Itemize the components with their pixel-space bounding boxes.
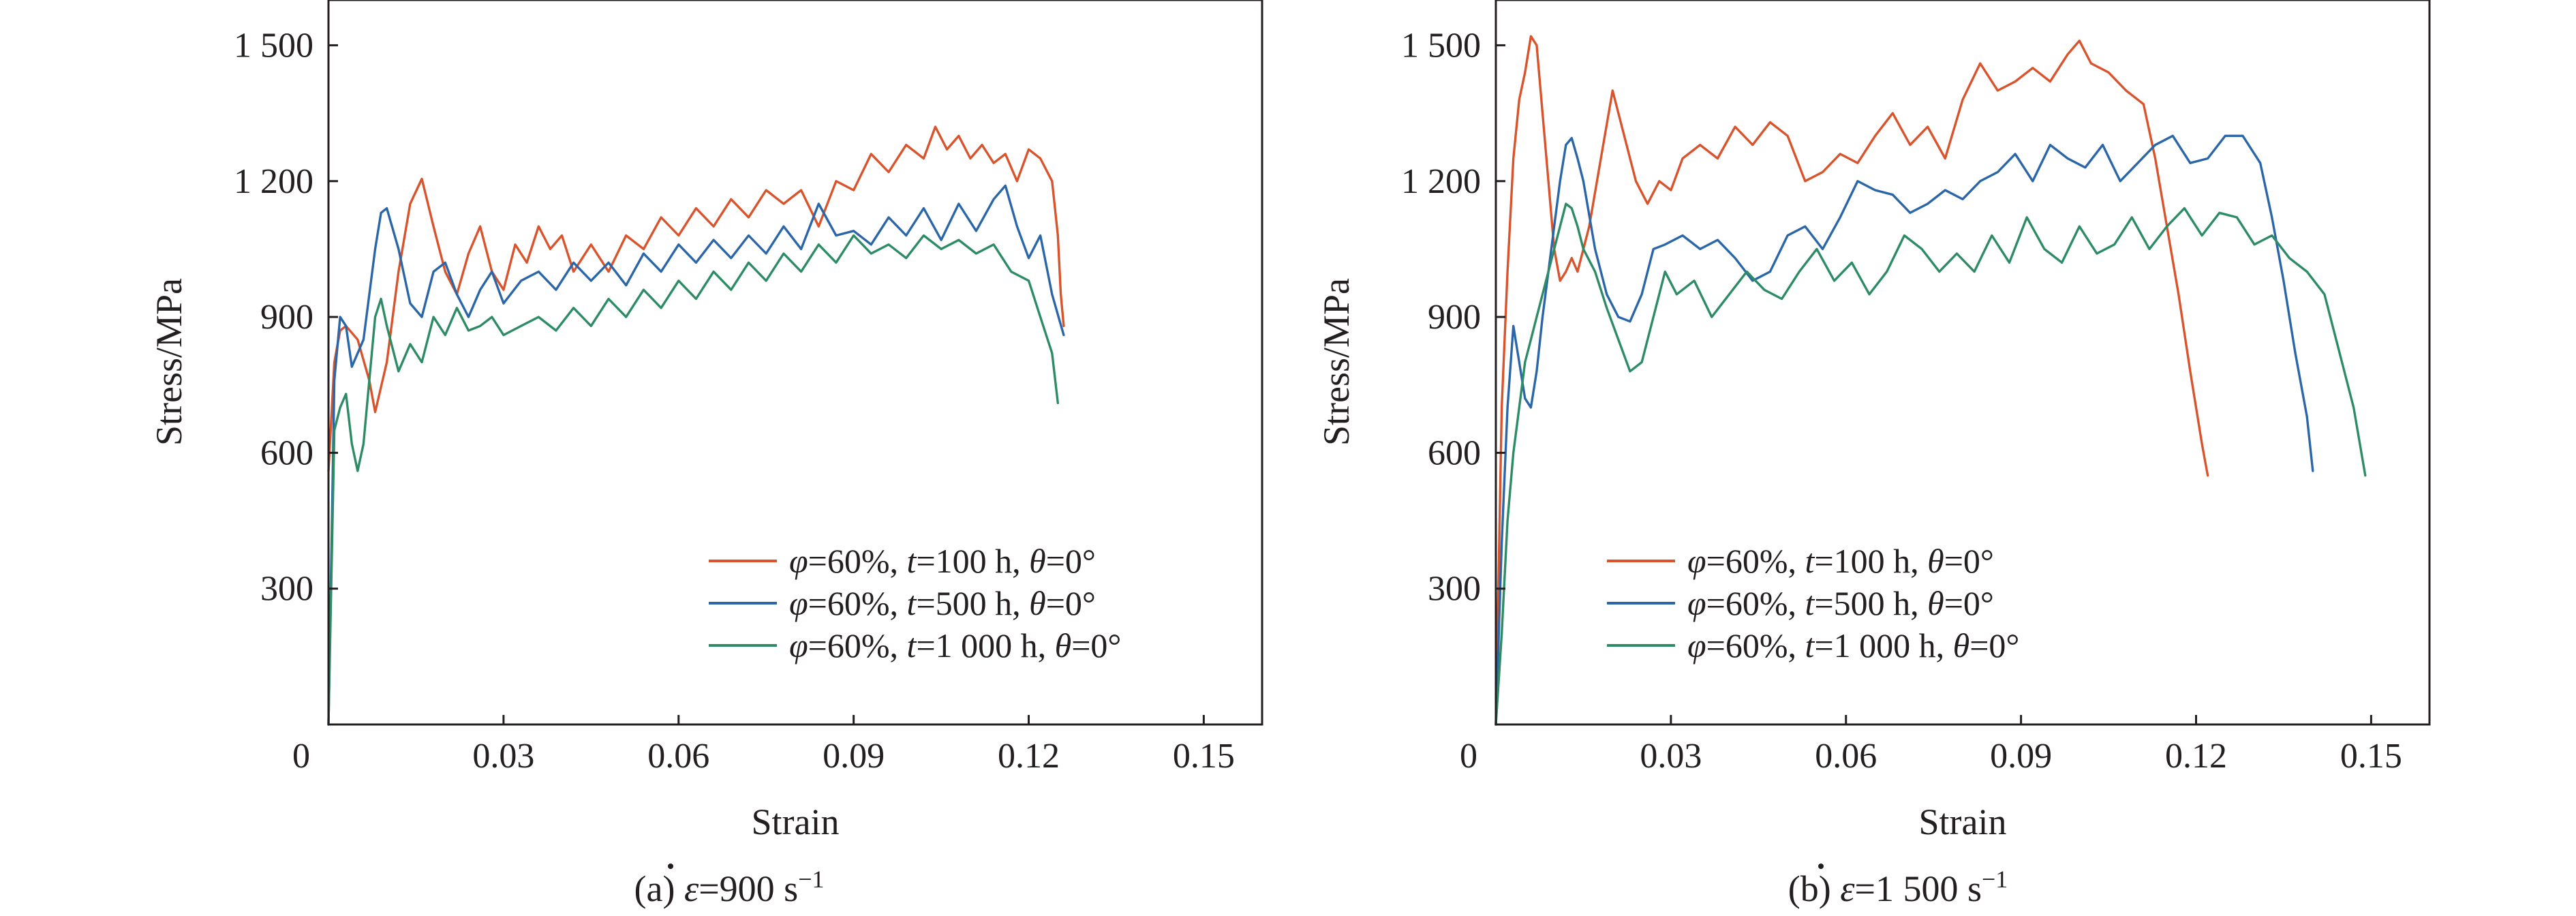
caption-a: (a) ε=900 s−1 (634, 866, 825, 909)
legend-label-part-b-1-3: =100 h, (1814, 542, 1927, 580)
legend-label-part-a-2-1: =60%, (808, 584, 907, 622)
legend-label-part-b-3-4: θ (1953, 626, 1970, 665)
series-layer-a (327, 125, 1065, 726)
series-line-b-1 (1494, 35, 2209, 726)
x-tick-label-b-0: 0 (1460, 737, 1477, 776)
series-line-b-3 (1494, 202, 2367, 726)
x-tick-label-b-1: 0.03 (1640, 737, 1702, 776)
x-tick-label-b-2: 0.06 (1815, 737, 1877, 776)
y-tick-label-a-2: 900 (260, 298, 313, 337)
legend-label-part-b-1-1: =60%, (1706, 542, 1805, 580)
x-tick-label-a-3: 0.09 (823, 737, 885, 776)
legend-label-part-b-2-1: =60%, (1706, 584, 1805, 622)
series-line-a-1 (327, 125, 1065, 472)
caption-a-symbol: ε (684, 868, 699, 909)
legend-label-part-b-2-0: φ (1687, 584, 1706, 622)
legend-label-part-a-1-3: =100 h, (916, 542, 1029, 580)
legend-label-part-b-2-3: =500 h, (1814, 584, 1927, 622)
legend-label-b-2: φ=60%, t=500 h, θ=0° (1687, 584, 1994, 622)
caption-b-sup: −1 (1982, 866, 2008, 893)
legend-label-part-b-3-5: =0° (1969, 626, 2019, 665)
legend-label-part-a-2-2: t (907, 584, 917, 622)
y-axis-title-b: Stress/MPa (1316, 278, 1357, 446)
ticks-a: 0 0.03 0.06 0.09 0.12 0.15 300 600 900 1 200 1 500 (234, 26, 1235, 776)
legend-label-part-a-2-3: =500 h, (916, 584, 1029, 622)
y-axis-title-a: Stress/MPa (149, 278, 189, 446)
x-axis-title-a: Strain (752, 802, 840, 842)
legend-label-a-3: φ=60%, t=1 000 h, θ=0° (789, 626, 1121, 665)
legend-label-part-a-2-4: θ (1029, 584, 1046, 622)
caption-a-dot (668, 864, 673, 869)
y-tick-label-a-1: 600 (260, 433, 313, 472)
legend-label-part-a-3-1: =60%, (808, 626, 907, 665)
series-line-b-2 (1494, 134, 2314, 726)
legend-label-b-1: φ=60%, t=100 h, θ=0° (1687, 542, 1994, 580)
x-tick-label-a-1: 0.03 (472, 737, 534, 776)
legend-b: φ=60%, t=100 h, θ=0°φ=60%, t=500 h, θ=0°… (1607, 542, 2019, 665)
legend-label-part-b-3-1: =60%, (1706, 626, 1805, 665)
caption-b-value: =1 500 s (1854, 868, 1981, 909)
y-tick-label-a-4: 1 500 (234, 26, 313, 65)
caption-a-sup: −1 (798, 866, 824, 893)
legend-label-part-a-3-0: φ (789, 626, 808, 665)
plot-frame-a (327, 0, 1263, 726)
x-tick-label-a-2: 0.06 (647, 737, 709, 776)
x-tick-label-b-4: 0.12 (2165, 737, 2227, 776)
legend-label-part-a-1-1: =60%, (808, 542, 907, 580)
legend-label-b-3: φ=60%, t=1 000 h, θ=0° (1687, 626, 2019, 665)
y-tick-label-a-3: 1 200 (234, 162, 313, 201)
caption-b-prefix: (b) (1788, 868, 1840, 909)
caption-a-value: =900 s (699, 868, 798, 909)
y-tick-label-b-1: 600 (1428, 433, 1481, 472)
legend-label-part-a-1-2: t (907, 542, 917, 580)
legend-label-part-a-3-5: =0° (1071, 626, 1121, 665)
panel-a: 0 0.03 0.06 0.09 0.12 0.15 300 600 900 1 200 1 500… (149, 0, 1263, 909)
legend-label-part-a-1-0: φ (789, 542, 808, 580)
plot-frame-b (1494, 0, 2431, 726)
x-tick-label-a-4: 0.12 (998, 737, 1060, 776)
x-tick-label-b-3: 0.09 (1990, 737, 2052, 776)
legend-label-part-b-1-2: t (1805, 542, 1815, 580)
caption-b-symbol: ε (1840, 868, 1855, 909)
legend-label-part-b-3-2: t (1805, 626, 1815, 665)
legend-label-part-b-1-4: θ (1927, 542, 1944, 580)
y-tick-label-a-0: 300 (260, 570, 313, 609)
legend-label-part-a-3-4: θ (1055, 626, 1072, 665)
legend-label-part-b-2-4: θ (1927, 584, 1944, 622)
x-tick-label-a-5: 0.15 (1173, 737, 1235, 776)
legend-label-part-a-2-5: =0° (1046, 584, 1096, 622)
legend-label-part-b-1-5: =0° (1944, 542, 1994, 580)
series-line-a-2 (327, 184, 1065, 726)
y-tick-label-b-3: 1 200 (1401, 162, 1481, 201)
series-line-a-3 (327, 234, 1059, 726)
legend-label-part-b-3-0: φ (1687, 626, 1706, 665)
series-layer-b (1494, 35, 2367, 726)
y-tick-label-b-2: 900 (1428, 298, 1481, 337)
legend-label-part-a-3-2: t (907, 626, 917, 665)
x-axis-title-b: Strain (1919, 802, 2007, 842)
legend-label-a-1: φ=60%, t=100 h, θ=0° (789, 542, 1096, 580)
legend-a: φ=60%, t=100 h, θ=0°φ=60%, t=500 h, θ=0°… (709, 542, 1121, 665)
y-tick-label-b-0: 300 (1428, 570, 1481, 609)
x-tick-label-b-5: 0.15 (2340, 737, 2402, 776)
caption-a-prefix: (a) (634, 868, 684, 909)
legend-label-part-a-3-3: =1 000 h, (916, 626, 1054, 665)
legend-label-part-b-1-0: φ (1687, 542, 1706, 580)
legend-label-part-a-1-5: =0° (1046, 542, 1096, 580)
legend-label-a-2: φ=60%, t=500 h, θ=0° (789, 584, 1096, 622)
legend-label-part-a-1-4: θ (1029, 542, 1046, 580)
legend-label-part-b-2-5: =0° (1944, 584, 1994, 622)
ticks-b: 0 0.03 0.06 0.09 0.12 0.15 300 600 900 1 200 1 500 (1401, 26, 2402, 776)
legend-label-part-b-2-2: t (1805, 584, 1815, 622)
panel-b: 0 0.03 0.06 0.09 0.12 0.15 300 600 900 1 200 1 500… (1316, 0, 2431, 909)
caption-b-dot (1818, 864, 1824, 869)
y-tick-label-b-4: 1 500 (1401, 26, 1481, 65)
x-tick-label-a-0: 0 (292, 737, 310, 776)
caption-b: (b) ε=1 500 s−1 (1788, 866, 2008, 909)
legend-label-part-b-3-3: =1 000 h, (1814, 626, 1952, 665)
legend-label-part-a-2-0: φ (789, 584, 808, 622)
